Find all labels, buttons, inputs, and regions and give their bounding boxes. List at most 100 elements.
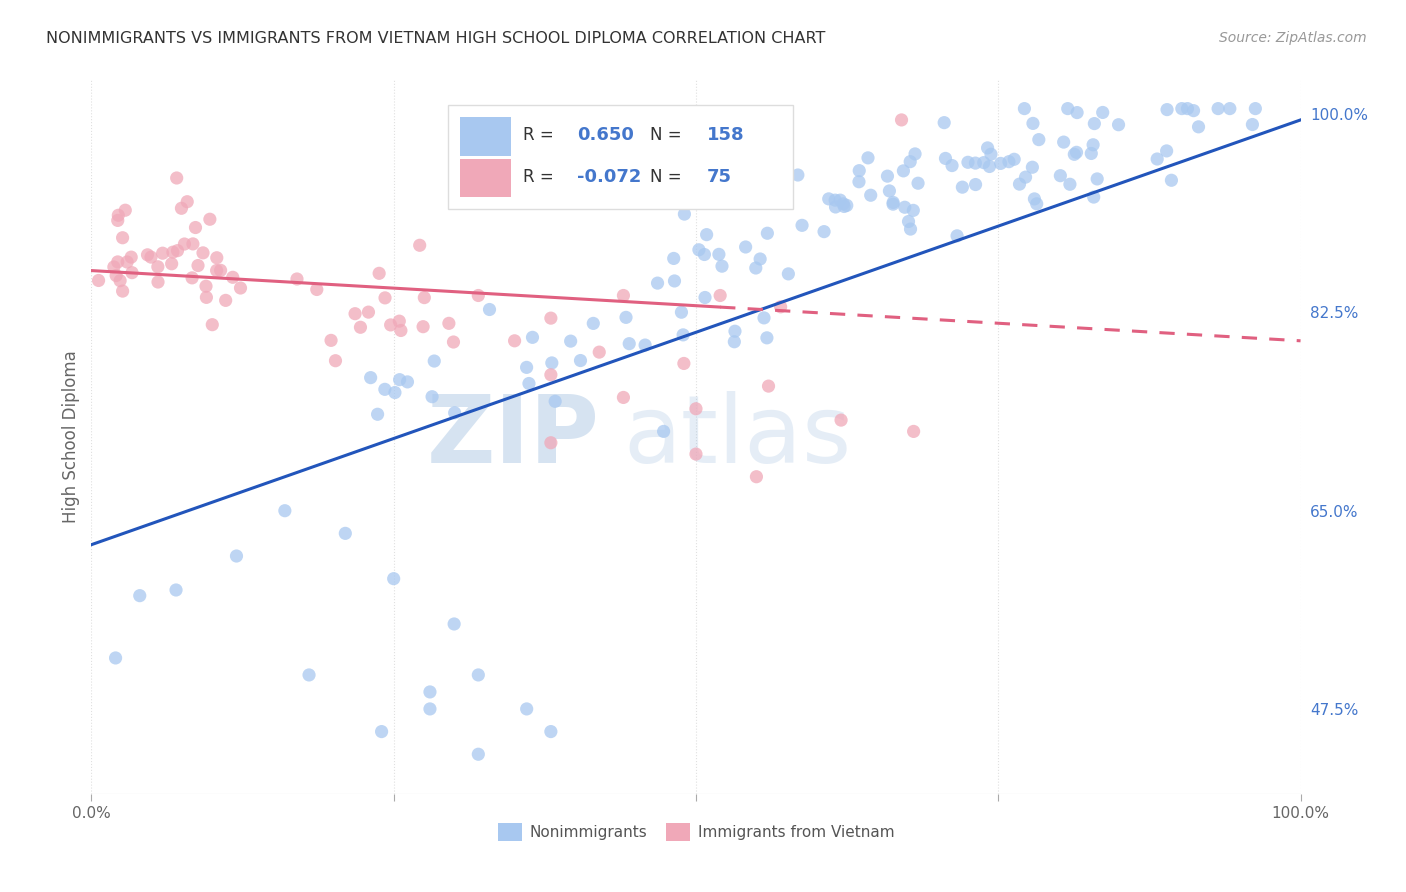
- Point: [671, 305, 693, 319]
- Point: [976, 141, 998, 155]
- Point: [582, 317, 605, 331]
- Point: [111, 284, 134, 298]
- FancyBboxPatch shape: [449, 105, 793, 209]
- Point: [903, 425, 925, 439]
- Point: [195, 279, 218, 293]
- Point: [419, 702, 441, 716]
- Point: [882, 195, 904, 210]
- Point: [166, 244, 188, 258]
- Point: [734, 240, 756, 254]
- Point: [114, 203, 136, 218]
- Point: [181, 236, 204, 251]
- Point: [756, 226, 779, 240]
- Point: [724, 324, 747, 338]
- Point: [1049, 169, 1071, 183]
- Point: [478, 302, 501, 317]
- Point: [443, 334, 465, 349]
- Point: [173, 237, 195, 252]
- Point: [139, 250, 162, 264]
- Point: [612, 391, 634, 405]
- Point: [540, 311, 562, 326]
- Y-axis label: High School Diploma: High School Diploma: [62, 351, 80, 524]
- Point: [769, 300, 792, 314]
- Point: [1206, 102, 1229, 116]
- FancyBboxPatch shape: [460, 159, 510, 197]
- Point: [1187, 120, 1209, 134]
- Point: [973, 155, 995, 169]
- Point: [890, 112, 912, 127]
- Point: [374, 291, 396, 305]
- Point: [1056, 102, 1078, 116]
- Point: [711, 259, 734, 273]
- Text: N =: N =: [650, 127, 688, 145]
- Point: [176, 194, 198, 209]
- Point: [517, 376, 540, 391]
- Point: [934, 115, 956, 129]
- Point: [824, 200, 846, 214]
- Point: [835, 198, 858, 212]
- Point: [209, 263, 232, 277]
- Point: [731, 186, 754, 201]
- Point: [115, 255, 138, 269]
- Point: [229, 281, 252, 295]
- Point: [998, 154, 1021, 169]
- Point: [673, 207, 696, 221]
- Point: [384, 385, 406, 400]
- Point: [1014, 102, 1036, 116]
- Point: [934, 152, 956, 166]
- Point: [1028, 133, 1050, 147]
- Point: [170, 201, 193, 215]
- Point: [413, 291, 436, 305]
- Point: [225, 549, 247, 563]
- Point: [205, 263, 228, 277]
- Point: [1083, 117, 1105, 131]
- Point: [162, 245, 184, 260]
- Point: [745, 260, 768, 275]
- Point: [900, 222, 922, 236]
- Point: [813, 225, 835, 239]
- Point: [274, 504, 297, 518]
- Point: [693, 247, 716, 261]
- Point: [707, 247, 730, 261]
- Point: [752, 310, 775, 325]
- Point: [664, 274, 686, 288]
- Point: [1083, 190, 1105, 204]
- Text: ZIP: ZIP: [426, 391, 599, 483]
- Text: N =: N =: [650, 168, 688, 186]
- Point: [990, 156, 1012, 170]
- Point: [388, 373, 411, 387]
- Point: [388, 314, 411, 328]
- Point: [672, 327, 695, 342]
- Point: [652, 425, 675, 439]
- Text: Source: ZipAtlas.com: Source: ZipAtlas.com: [1219, 31, 1367, 45]
- Point: [166, 171, 188, 186]
- Point: [560, 334, 582, 348]
- Point: [879, 184, 901, 198]
- Point: [1024, 192, 1046, 206]
- Point: [184, 220, 207, 235]
- Point: [1066, 145, 1088, 160]
- Point: [152, 246, 174, 260]
- Point: [755, 331, 778, 345]
- Point: [420, 390, 443, 404]
- Point: [619, 336, 641, 351]
- Point: [181, 271, 204, 285]
- Point: [1059, 178, 1081, 192]
- Point: [419, 685, 441, 699]
- Point: [1014, 170, 1036, 185]
- Point: [830, 193, 852, 207]
- Point: [382, 572, 405, 586]
- Point: [1156, 144, 1178, 158]
- Point: [749, 252, 772, 266]
- Point: [688, 243, 710, 257]
- Point: [423, 354, 446, 368]
- FancyBboxPatch shape: [460, 118, 510, 156]
- Point: [950, 180, 973, 194]
- Point: [367, 407, 389, 421]
- Point: [1066, 105, 1088, 120]
- Point: [368, 266, 391, 280]
- Point: [946, 228, 969, 243]
- Point: [437, 316, 460, 330]
- Point: [111, 231, 134, 245]
- Text: 158: 158: [707, 127, 745, 145]
